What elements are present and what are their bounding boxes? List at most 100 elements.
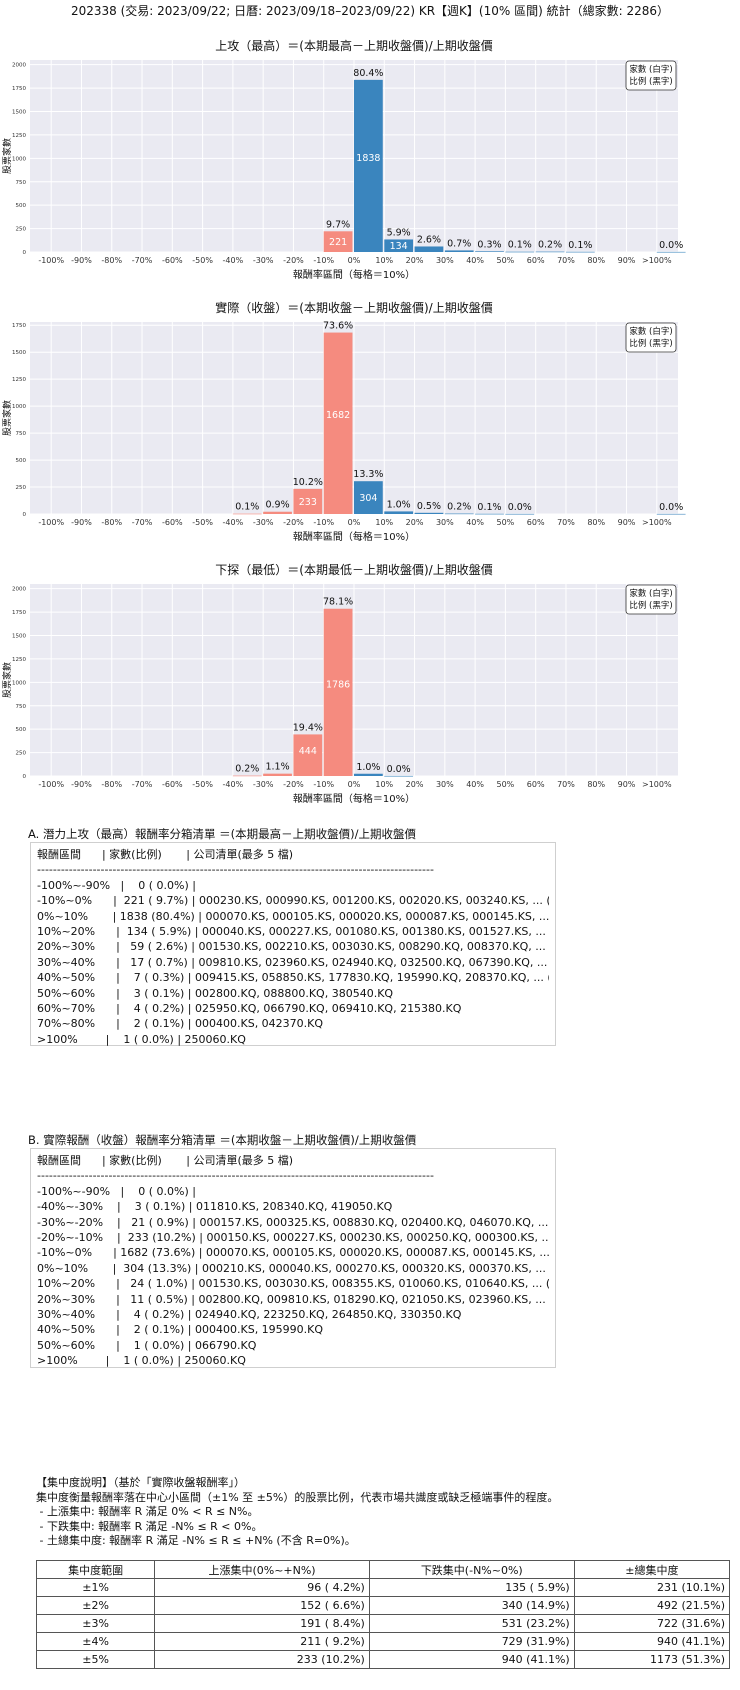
table-cell: 152 ( 6.6%) (154, 1596, 370, 1615)
y-tick-label: 500 (16, 203, 27, 209)
list-line: -100%~-90% | 0 ( 0.0%) | (37, 878, 196, 892)
x-tick-label: -100% (38, 780, 64, 789)
table-cell: ±2% (35, 1596, 156, 1615)
bar-count-label: 1682 (326, 410, 350, 421)
y-tick-label: 1250 (12, 133, 26, 139)
x-tick-label: 20% (406, 518, 424, 527)
y-tick-label: 750 (16, 180, 27, 186)
x-tick-label: 40% (466, 780, 484, 789)
bar (323, 608, 353, 776)
chart-title: 上攻（最高）＝(本期最高－上期收盤價)/上期收盤價 (215, 38, 492, 53)
y-axis-label: 股票家數 (1, 662, 13, 698)
y-axis-label: 股票家數 (1, 400, 13, 436)
x-tick-label: 70% (557, 780, 575, 789)
report-header: 202338 (交易: 2023/09/22; 日曆: 2023/09/18–2… (70, 4, 669, 18)
section-b-title: B. 實際報酬（收盤）報酬率分箱清單 ＝(本期收盤－上期收盤價)/上期收盤價 (28, 1133, 417, 1147)
column-header: ±總集中度 (573, 1560, 731, 1579)
bar-pct-label: 0.1% (477, 502, 501, 513)
x-tick-label: 50% (497, 780, 515, 789)
bar-count-label: 1786 (326, 679, 350, 690)
bar-pct-label: 0.1% (235, 502, 259, 513)
x-tick-label: 30% (436, 518, 454, 527)
bar-pct-label: 5.9% (387, 227, 411, 238)
x-tick-label: 20% (406, 256, 424, 265)
x-tick-label: -40% (223, 518, 244, 527)
table-cell: 211 ( 9.2%) (154, 1632, 370, 1651)
bar-pct-label: 2.6% (417, 234, 441, 245)
x-tick-label: -80% (101, 518, 122, 527)
concentration-note: 集中度衡量報酬率落在中心小區間（±1% 至 ±5%）的股票比例，代表市場共識度或… (36, 1490, 559, 1504)
table-cell: 722 (31.6%) (573, 1614, 731, 1633)
x-tick-label: 90% (618, 780, 636, 789)
bar (656, 251, 686, 253)
list-line: ----------------------------------------… (37, 863, 434, 877)
list-line: 40%~50% | 7 ( 0.3%) | 009415.KS, 058850.… (37, 971, 549, 985)
section-b-list: 報酬區間 | 家數(比例) | 公司清單(最多 5 檔) ------------… (30, 1148, 556, 1368)
y-tick-label: 1000 (12, 680, 26, 686)
list-line: -40%~-30% | 3 ( 0.1%) | 011810.KS, 20834… (37, 1200, 393, 1214)
bar-count-label: 1838 (356, 153, 380, 164)
concentration-table: 集中度範圍 上漲集中(0%~+N%) 下跌集中(-N%~0%) ±總集中度 ±1% 96… (35, 1560, 731, 1669)
concentration-note: - 上漲集中: 報酬率 R 滿足 0% < R ≤ N%。 (36, 1505, 259, 1518)
chart-title: 實際（收盤）＝(本期收盤－上期收盤價)/上期收盤價 (215, 300, 492, 315)
bar-pct-label: 0.3% (477, 239, 501, 250)
bar-pct-label: 0.5% (417, 501, 441, 512)
bar-count-label: 134 (390, 241, 408, 252)
x-tick-label: -60% (162, 780, 183, 789)
list-line: -20%~-10% | 233 (10.2%) | 000150.KS, 000… (37, 1230, 549, 1244)
x-tick-label: 60% (527, 256, 545, 265)
x-tick-label: -10% (313, 518, 334, 527)
bar-count-label: 304 (359, 493, 377, 504)
table-cell: ±5% (35, 1650, 156, 1669)
table-cell: 940 (41.1%) (368, 1650, 575, 1669)
x-tick-label: 10% (375, 518, 393, 527)
bar-pct-label: 0.0% (659, 502, 683, 513)
bar (656, 513, 686, 515)
table-cell: 531 (23.2%) (368, 1614, 575, 1633)
x-tick-label: -70% (132, 256, 153, 265)
y-tick-label: 1750 (12, 86, 26, 92)
list-line: 0%~10% | 1838 (80.4%) | 000070.KS, 00010… (37, 909, 549, 923)
table-row: ±3% 191 ( 8.4%) 531 (23.2%) 722 (31.6%) (35, 1614, 731, 1633)
x-tick-label: 90% (618, 256, 636, 265)
x-tick-label: 60% (527, 780, 545, 789)
chart-title: 下探（最低）＝(本期最低－上期收盤價)/上期收盤價 (215, 563, 492, 577)
list-header: 報酬區間 | 家數(比例) | 公司清單(最多 5 檔) (37, 848, 294, 861)
x-tick-label: -60% (162, 256, 183, 265)
bar-pct-label: 73.6% (323, 321, 353, 332)
x-axis-label: 報酬率區間（每格＝10%） (293, 792, 415, 805)
y-tick-label: 1500 (12, 110, 26, 116)
x-tick-label: 0% (348, 518, 361, 527)
bar (505, 251, 535, 253)
x-axis-label: 報酬率區間（每格＝10%） (293, 530, 415, 543)
x-tick-label: 50% (497, 256, 515, 265)
legend: 家數 (白字)比例 (黑字) (625, 322, 677, 353)
x-tick-label: -70% (132, 518, 153, 527)
y-tick-label: 1500 (12, 350, 26, 356)
legend-box (625, 322, 677, 353)
table-row: ±4% 211 ( 9.2%) 729 (31.9%) 940 (41.1%) (35, 1632, 731, 1651)
bar (384, 775, 414, 777)
bar-pct-label: 0.1% (508, 240, 532, 251)
table-cell: ±3% (35, 1614, 156, 1633)
list-line: -10%~0% | 1682 (73.6%) | 000070.KS, 0001… (37, 1246, 549, 1260)
y-tick-label: 250 (16, 485, 27, 491)
legend-box (625, 60, 677, 91)
x-tick-label: 10% (375, 256, 393, 265)
y-tick-label: 750 (16, 704, 27, 710)
bar-pct-label: 78.1% (323, 597, 353, 608)
y-tick-label: 500 (16, 727, 27, 733)
y-tick-label: 250 (16, 227, 27, 233)
bar-pct-label: 19.4% (293, 722, 323, 733)
list-line: 50%~60% | 3 ( 0.1%) | 002800.KQ, 088800.… (37, 986, 394, 1000)
table-row: ±1% 96 ( 4.2%) 135 ( 5.9%) 231 (10.1%) (35, 1578, 731, 1597)
list-line: -10%~0% | 221 ( 9.7%) | 000230.KS, 00099… (37, 894, 549, 908)
bar-pct-label: 9.7% (326, 219, 350, 230)
y-tick-label: 500 (16, 458, 27, 464)
chart-close: 0 250 500 750 1000 1250 1500 1750 實際（收盤）＝(本期收盤－上… (1, 300, 686, 543)
x-tick-label: -50% (192, 518, 213, 527)
bar-pct-label: 0.2% (447, 502, 471, 513)
list-line: 50%~60% | 1 ( 0.0%) | 066790.KQ (37, 1338, 257, 1352)
bar (354, 773, 383, 776)
table-cell: ±1% (35, 1578, 156, 1597)
